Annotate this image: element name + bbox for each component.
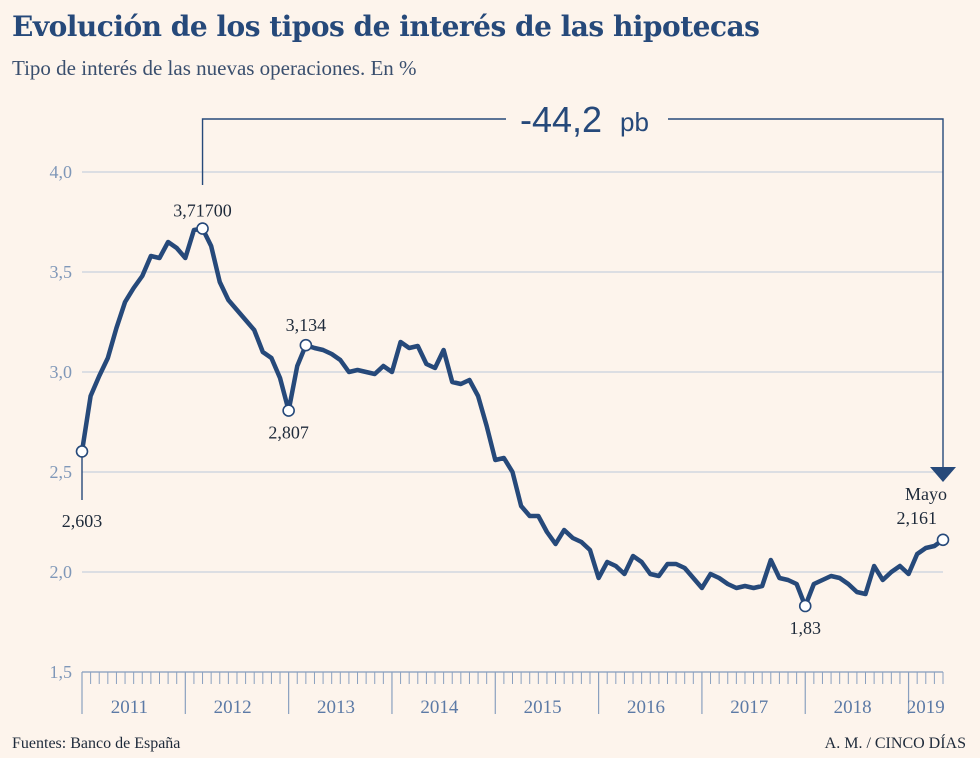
source-note: Fuentes: Banco de España <box>12 735 181 752</box>
series-line <box>79 226 946 609</box>
arrow-head <box>930 467 956 482</box>
bracket-left <box>201 118 506 185</box>
delta-value: -44,2 <box>520 99 602 140</box>
chart-title: Evolución de los tipos de interés de las… <box>12 10 760 43</box>
delta-unit: pb <box>620 107 649 137</box>
point-label: 2,603 <box>62 511 103 531</box>
point-label: 1,83 <box>789 618 821 638</box>
x-tick-label: 2013 <box>317 697 355 718</box>
point-caption: Mayo <box>905 484 947 504</box>
point-marker <box>798 599 812 613</box>
point-marker <box>196 222 209 235</box>
y-tick-label: 2,0 <box>50 562 73 582</box>
x-tick-label: 2019 <box>907 697 945 718</box>
credit-note: A. M. / CINCO DÍAS <box>824 735 966 752</box>
chart-subtitle: Tipo de interés de las nuevas operacione… <box>12 56 417 80</box>
marker-layer: 2,603 3,71700 2,807 3,134 1,83 2,161 Mayo <box>62 201 950 638</box>
y-tick-label: 1,5 <box>50 662 73 682</box>
x-tick-label: 2014 <box>420 697 459 718</box>
x-tick-label: 2018 <box>834 697 872 718</box>
y-tick-label: 3,0 <box>50 362 73 382</box>
point-label: 2,161 <box>897 508 938 528</box>
y-tick-label: 2,5 <box>50 462 73 482</box>
bracket-right <box>668 118 944 470</box>
series-layer <box>79 226 946 609</box>
point-marker <box>936 533 950 547</box>
point-marker <box>75 445 89 458</box>
y-tick-label: 4,0 <box>50 162 73 182</box>
x-tick-label: 2017 <box>730 697 768 718</box>
x-tick-label: 2012 <box>214 697 252 718</box>
point-marker <box>282 404 295 417</box>
y-tick-label: 3,5 <box>50 262 73 282</box>
point-label: 2,807 <box>268 423 309 443</box>
x-tick-label: 2015 <box>524 697 562 718</box>
point-marker <box>299 338 313 352</box>
point-label: 3,134 <box>286 315 327 335</box>
delta-annotation: -44,2 pb <box>81 99 956 500</box>
x-tick-label: 2011 <box>111 697 148 718</box>
x-tick-label: 2016 <box>627 697 665 718</box>
point-label: 3,71700 <box>173 201 232 221</box>
x-axis: 2011 2012 2013 2014 2015 2016 2017 2018 2019 <box>81 671 945 718</box>
